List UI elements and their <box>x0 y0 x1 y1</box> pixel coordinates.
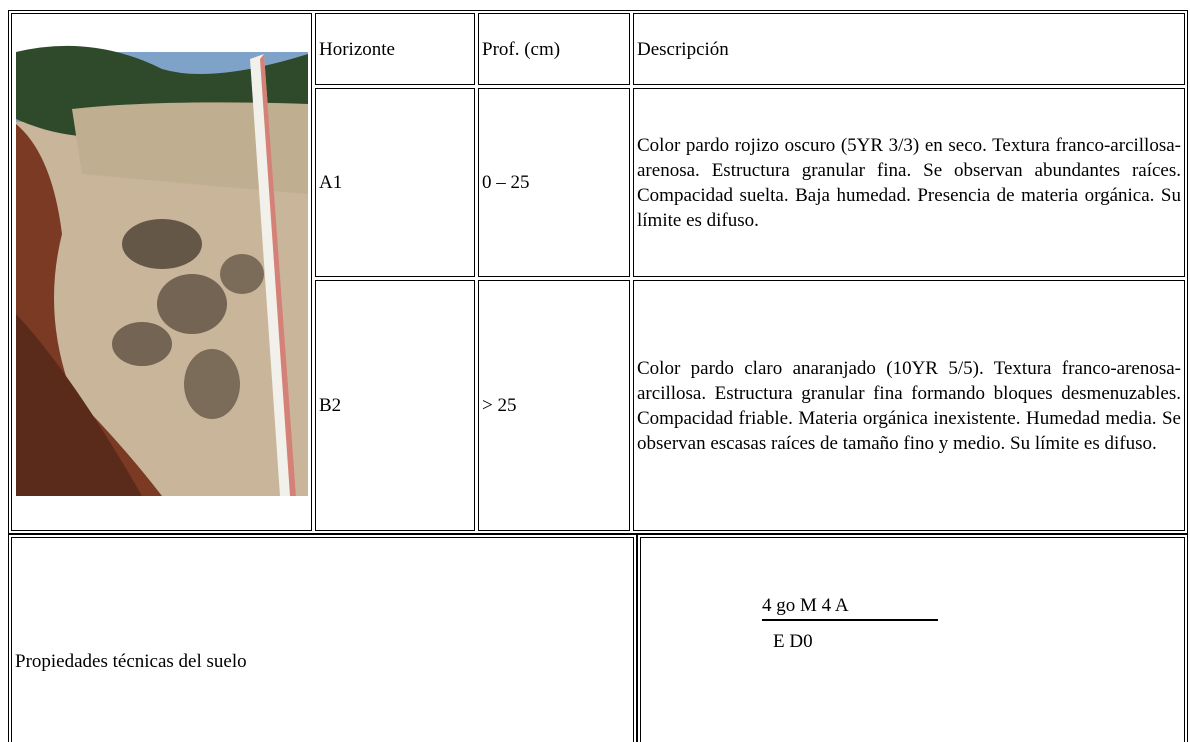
header-cell: Prof. (cm) <box>478 13 630 85</box>
horizon: B2 <box>315 280 475 531</box>
header-cell: Descripción <box>633 13 1185 85</box>
depth: 0 – 25 <box>478 88 630 277</box>
soil-photo <box>12 14 311 530</box>
horizon: A1 <box>315 88 475 277</box>
footer-label: Propiedades técnicas del suelo <box>11 537 634 742</box>
depth: > 25 <box>478 280 630 531</box>
formula-numerator: 4 go M 4 A <box>762 595 849 616</box>
description-text: Color pardo rojizo oscuro (5YR 3/3) en s… <box>637 134 1181 231</box>
photo-cell <box>11 13 312 531</box>
description: Color pardo claro anaranjado (10YR 5/5).… <box>633 280 1185 531</box>
table-border <box>8 10 1188 534</box>
fraction-line <box>762 619 938 621</box>
formula-denominator: E D0 <box>773 631 813 652</box>
footer-border <box>8 534 637 742</box>
description-text: Color pardo claro anaranjado (10YR 5/5).… <box>637 357 1181 454</box>
description: Color pardo rojizo oscuro (5YR 3/3) en s… <box>633 88 1185 277</box>
footer-border <box>637 534 1188 742</box>
formula-cell: 4 go M 4 A E D0 <box>640 537 1185 742</box>
header-cell: Horizonte <box>315 13 475 85</box>
